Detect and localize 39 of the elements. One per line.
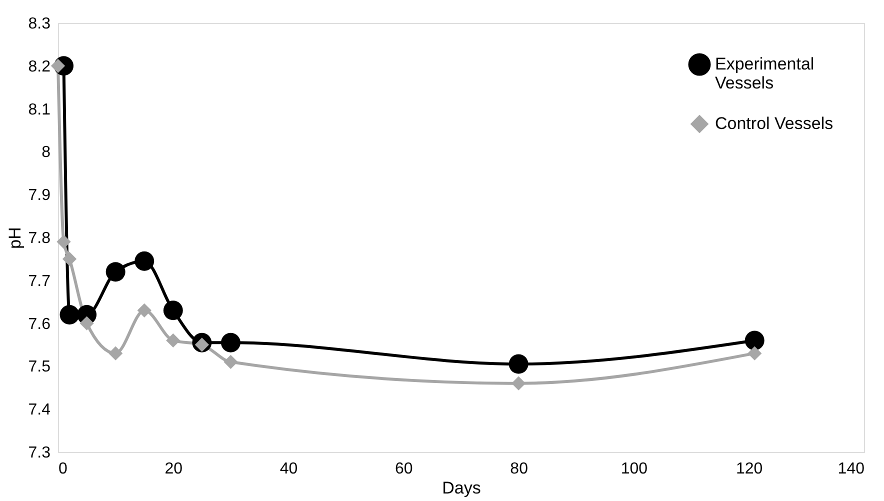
- y-tick-label: 7.7: [28, 272, 51, 290]
- x-tick-label: 0: [58, 460, 68, 478]
- point: [744, 330, 764, 350]
- point: [748, 346, 762, 360]
- x-tick-label: 60: [395, 460, 413, 478]
- y-tick-label: 7.9: [28, 187, 51, 204]
- x-tick-label: 20: [164, 460, 183, 478]
- y-tick-label: 8.2: [28, 58, 51, 76]
- point: [512, 376, 526, 390]
- point: [220, 332, 240, 352]
- point: [224, 354, 238, 369]
- y-tick-label: 7.4: [28, 402, 51, 419]
- y-tick-label: 8.1: [28, 101, 51, 118]
- y-tick-label: 7.8: [28, 230, 51, 247]
- point: [163, 300, 183, 320]
- point: [508, 354, 528, 374]
- y-tick-label: 8: [42, 144, 51, 162]
- legend-label: Control Vessels: [715, 114, 834, 133]
- point: [60, 304, 80, 324]
- x-tick-label: 120: [736, 460, 763, 478]
- point: [80, 316, 94, 330]
- legend-label: Experimental Vessels: [715, 54, 814, 92]
- x-axis-title: Days: [442, 478, 481, 498]
- x-tick-label: 40: [280, 460, 298, 478]
- point: [166, 333, 180, 348]
- y-tick-label: 8.3: [28, 16, 51, 32]
- point: [106, 262, 126, 282]
- x-tick-label: 140: [838, 460, 865, 478]
- y-tick-label: 7.3: [28, 444, 51, 462]
- y-tick-label: 7.5: [28, 358, 51, 376]
- point: [108, 346, 123, 360]
- x-tick-label: 80: [510, 460, 528, 478]
- point: [56, 234, 71, 249]
- y-axis-title: pH: [5, 227, 24, 249]
- x-tick-label: 100: [620, 460, 648, 478]
- point: [62, 252, 77, 266]
- point: [137, 303, 152, 318]
- y-tick-label: 7.6: [28, 316, 51, 333]
- point: [134, 251, 154, 271]
